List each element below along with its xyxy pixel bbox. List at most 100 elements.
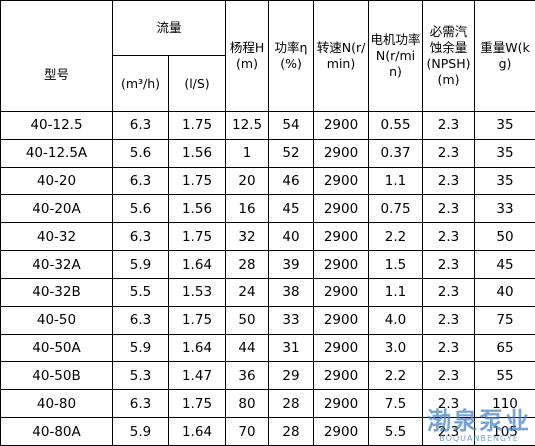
- value-cell: 5.3: [112, 361, 169, 391]
- value-cell: 6.3: [112, 222, 169, 252]
- table-row: 40-32A 5.9 1.64 28 39 2900 1.5 2.3 45: [0, 250, 535, 279]
- model-cell: 40-50: [0, 305, 113, 335]
- value-cell: 2.3: [422, 222, 476, 252]
- header-cell: (l/S): [167, 55, 227, 112]
- value-cell: 35: [474, 138, 535, 168]
- model-cell: 40-20A: [0, 194, 113, 224]
- table-row: 40-32 6.3 1.75 32 40 2900 2.2 2.3 50: [0, 222, 535, 252]
- value-cell: 31: [268, 333, 315, 363]
- model-cell: 40-32: [0, 222, 113, 252]
- value-cell: 5.9: [112, 250, 169, 279]
- value-cell: 28: [268, 417, 315, 446]
- value-cell: 54: [268, 111, 315, 140]
- value-cell: 2.3: [422, 305, 476, 335]
- value-cell: 2900: [313, 194, 370, 224]
- value-cell: 2.2: [368, 361, 424, 391]
- model-cell: 40-32A: [0, 250, 113, 279]
- value-cell: 6.3: [112, 305, 169, 335]
- model-cell: 40-50A: [0, 333, 113, 363]
- header-cell: 必需汽蚀余量(NPSH)(m): [422, 0, 476, 112]
- value-cell: 1.53: [167, 277, 227, 307]
- table-row: 40-32B 5.5 1.53 24 38 2900 1.1 2.3 40: [0, 277, 535, 307]
- value-cell: 4.0: [368, 305, 424, 335]
- value-cell: 39: [268, 250, 315, 279]
- model-cell: 40-80A: [0, 417, 113, 446]
- table-row: 40-50 6.3 1.75 50 33 2900 4.0 2.3 75: [0, 305, 535, 335]
- value-cell: 1.47: [167, 361, 227, 391]
- value-cell: 75: [474, 305, 535, 335]
- value-cell: 0.75: [368, 194, 424, 224]
- value-cell: 28: [268, 389, 315, 419]
- table-row: 40-80A 5.9 1.64 70 28 2900 5.5 2.3 105: [0, 417, 535, 446]
- value-cell: 6.3: [112, 111, 169, 140]
- model-cell: 40-20: [0, 166, 113, 196]
- value-cell: 40: [474, 277, 535, 307]
- value-cell: 20: [225, 166, 270, 196]
- value-cell: 5.9: [112, 333, 169, 363]
- value-cell: 44: [225, 333, 270, 363]
- value-cell: 12.5: [225, 111, 270, 140]
- header-cell: 功率η(%): [268, 0, 315, 112]
- value-cell: 2900: [313, 361, 370, 391]
- value-cell: 5.6: [112, 194, 169, 224]
- value-cell: 2900: [313, 389, 370, 419]
- model-cell: 40-32B: [0, 277, 113, 307]
- value-cell: 2900: [313, 305, 370, 335]
- value-cell: 36: [225, 361, 270, 391]
- value-cell: 1.1: [368, 277, 424, 307]
- value-cell: 1.5: [368, 250, 424, 279]
- value-cell: 2.3: [422, 194, 476, 224]
- value-cell: 2900: [313, 417, 370, 446]
- value-cell: 45: [268, 194, 315, 224]
- value-cell: 29: [268, 361, 315, 391]
- value-cell: 50: [474, 222, 535, 252]
- value-cell: 1: [225, 138, 270, 168]
- header-cell: 重量W(kg): [474, 0, 535, 112]
- table-row: 40-50B 5.3 1.47 36 29 2900 2.2 2.3 55: [0, 361, 535, 391]
- value-cell: 2900: [313, 166, 370, 196]
- value-cell: 50: [225, 305, 270, 335]
- value-cell: 2.3: [422, 277, 476, 307]
- header-cell: 转速N(r/min): [313, 0, 370, 112]
- value-cell: 1.75: [167, 305, 227, 335]
- value-cell: 28: [225, 250, 270, 279]
- value-cell: 2.2: [368, 222, 424, 252]
- value-cell: 5.9: [112, 417, 169, 446]
- value-cell: 40: [268, 222, 315, 252]
- value-cell: 38: [268, 277, 315, 307]
- value-cell: 0.55: [368, 111, 424, 140]
- header-cell: 杨程H(m): [225, 0, 270, 112]
- value-cell: 45: [474, 250, 535, 279]
- value-cell: 2.3: [422, 138, 476, 168]
- value-cell: 2900: [313, 333, 370, 363]
- header-cell: (m³/h): [112, 55, 169, 112]
- value-cell: 1.75: [167, 389, 227, 419]
- value-cell: 1.1: [368, 166, 424, 196]
- header-cell: 型号: [0, 0, 113, 112]
- header-cell: 电机功率N(r/min): [368, 0, 424, 112]
- header-cell: 流量: [111, 0, 227, 56]
- value-cell: 80: [225, 389, 270, 419]
- value-cell: 6.3: [112, 166, 169, 196]
- value-cell: 32: [225, 222, 270, 252]
- table-row: 40-20A 5.6 1.56 16 45 2900 0.75 2.3 33: [0, 194, 535, 224]
- table-row: 40-12.5A 5.6 1.56 1 52 2900 0.37 2.3 35: [0, 138, 535, 168]
- value-cell: 24: [225, 277, 270, 307]
- value-cell: 7.5: [368, 389, 424, 419]
- value-cell: 2900: [313, 277, 370, 307]
- value-cell: 33: [268, 305, 315, 335]
- value-cell: 1.64: [167, 250, 227, 279]
- table-row: 40-12.5 6.3 1.75 12.5 54 2900 0.55 2.3 35: [0, 111, 535, 140]
- value-cell: 2900: [313, 111, 370, 140]
- value-cell: 5.5: [368, 417, 424, 446]
- value-cell: 5.6: [112, 138, 169, 168]
- value-cell: 2.3: [422, 166, 476, 196]
- value-cell: 1.56: [167, 138, 227, 168]
- value-cell: 2900: [313, 222, 370, 252]
- model-cell: 40-12.5A: [0, 138, 113, 168]
- value-cell: 2.3: [422, 389, 476, 419]
- value-cell: 0.37: [368, 138, 424, 168]
- table-row: 40-20 6.3 1.75 20 46 2900 1.1 2.3 35: [0, 166, 535, 196]
